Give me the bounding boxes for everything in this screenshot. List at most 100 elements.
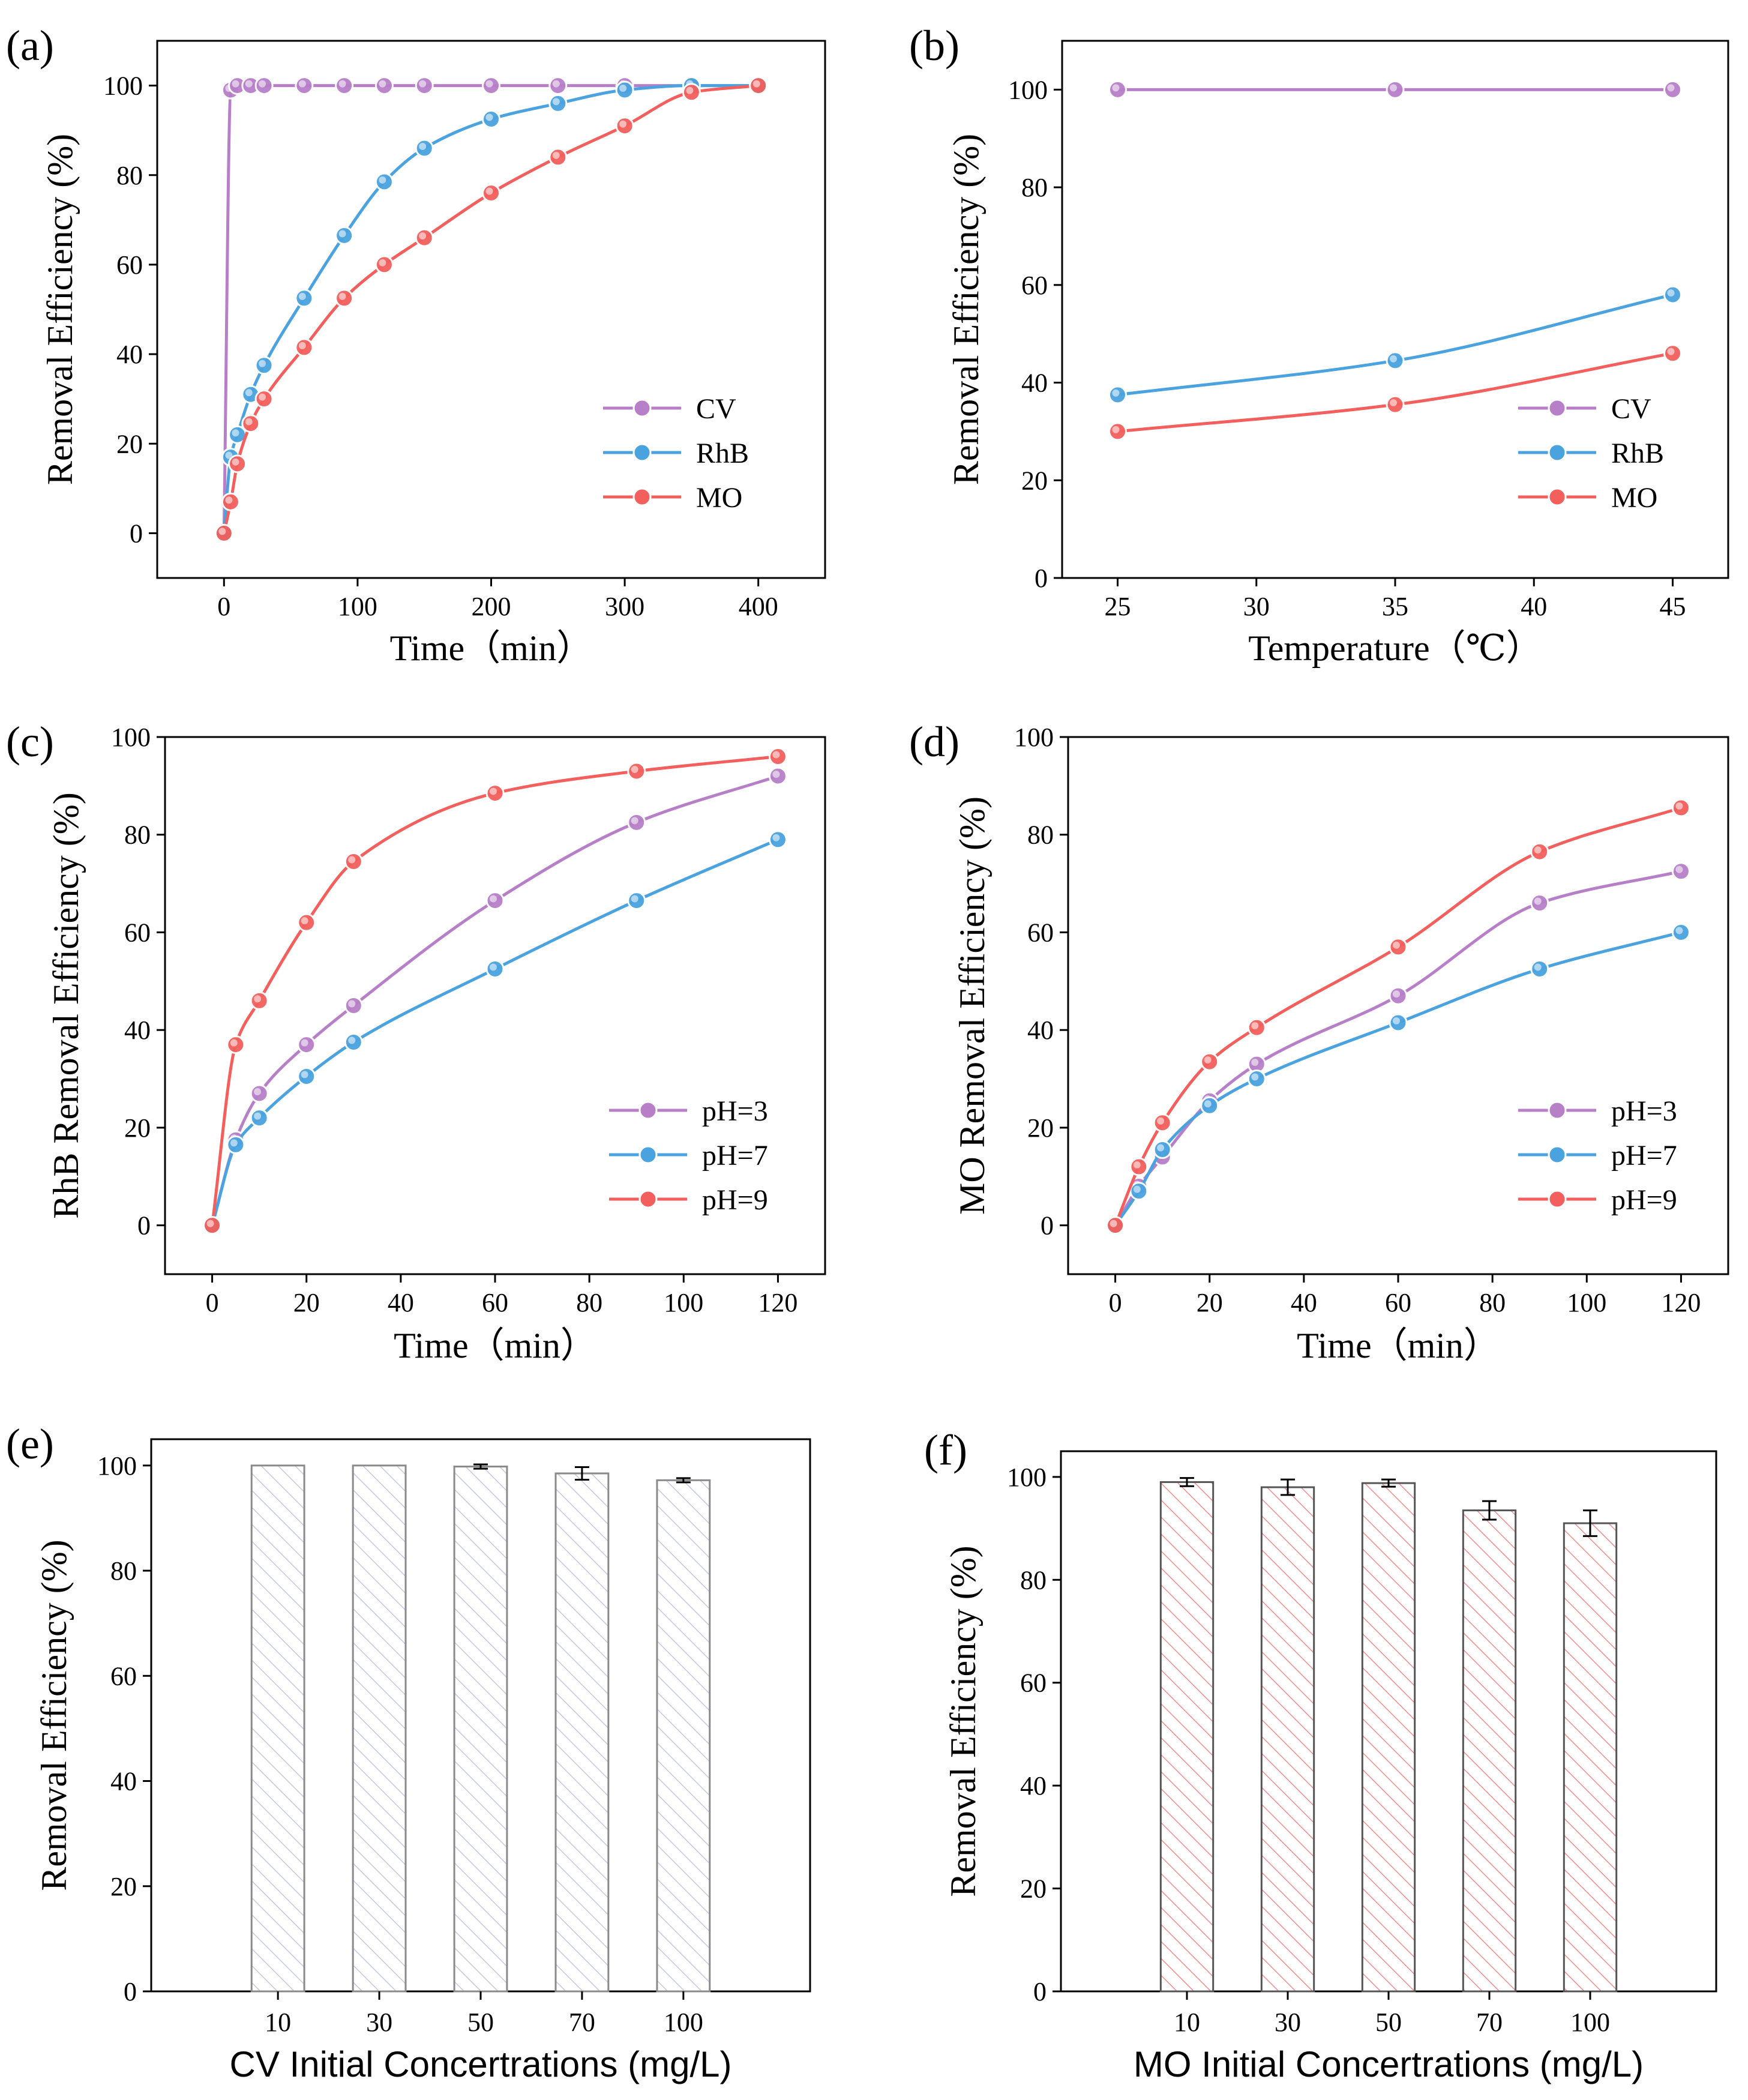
data-point-highlight xyxy=(631,817,638,825)
y-axis-title: Removal Efficiency (%) xyxy=(946,134,986,485)
panel-label: (d) xyxy=(909,718,960,766)
bar xyxy=(453,1466,508,1993)
x-tick-label: 35 xyxy=(1382,592,1408,621)
x-tick-label: 40 xyxy=(1521,592,1547,621)
data-point-highlight xyxy=(1251,1022,1259,1030)
legend-entry: pH=7 xyxy=(1611,1140,1677,1172)
x-tick-label: 300 xyxy=(605,592,644,621)
data-point-highlight xyxy=(485,113,493,121)
data-point-highlight xyxy=(1390,355,1397,363)
data-point-highlight xyxy=(686,86,694,94)
data-point-highlight xyxy=(338,230,346,238)
data-point-highlight xyxy=(259,393,266,401)
y-tick-label: 20 xyxy=(124,1113,151,1143)
y-tick-label: 0 xyxy=(1041,1211,1054,1241)
legend-marker xyxy=(638,1101,658,1120)
data-point-highlight xyxy=(1393,1017,1400,1024)
y-tick-label: 40 xyxy=(110,1767,137,1796)
y-tick-label: 80 xyxy=(1020,1565,1047,1595)
data-point-highlight xyxy=(1667,84,1675,92)
data-point-highlight xyxy=(245,80,253,88)
legend-marker xyxy=(632,399,652,418)
data-point-highlight xyxy=(485,187,493,195)
y-tick-label: 40 xyxy=(116,340,143,369)
x-tick-label: 120 xyxy=(758,1288,797,1317)
x-axis-title: Time（min） xyxy=(394,1326,596,1365)
data-point-highlight xyxy=(298,341,306,349)
legend-entry: pH=7 xyxy=(702,1140,768,1172)
data-point-highlight xyxy=(245,389,253,397)
data-point-highlight xyxy=(1133,1185,1141,1193)
data-point-highlight xyxy=(230,1039,238,1047)
data-point-highlight xyxy=(752,80,760,88)
x-tick-label: 40 xyxy=(1291,1288,1317,1317)
series-line xyxy=(222,84,758,534)
x-tick-label: 30 xyxy=(1275,2008,1301,2037)
x-tick-label: 10 xyxy=(265,2008,291,2037)
data-point-highlight xyxy=(1667,347,1675,355)
data-point-highlight xyxy=(1112,426,1120,433)
bar xyxy=(1159,1481,1215,1993)
data-point-highlight xyxy=(1110,1220,1117,1227)
x-tick-label: 25 xyxy=(1105,592,1131,621)
legend-marker xyxy=(638,1145,658,1164)
y-tick-label: 100 xyxy=(1014,723,1054,752)
series-line xyxy=(211,755,778,1226)
data-point-highlight xyxy=(298,80,306,88)
chart-panel-e: 0 20 40 60 80 100 10 30 50 70 100 (e) CV Initial Con… xyxy=(6,1420,811,2084)
x-tick-label: 200 xyxy=(472,592,511,621)
data-point-highlight xyxy=(485,80,493,88)
data-point-highlight xyxy=(1204,1056,1212,1064)
data-point-highlight xyxy=(1675,865,1683,873)
y-axis-title: Removal Efficiency (%) xyxy=(943,1545,983,1897)
x-tick-label: 100 xyxy=(1570,2008,1610,2037)
y-tick-label: 0 xyxy=(130,519,143,548)
x-axis-title: Time（min） xyxy=(390,628,593,668)
data-point-highlight xyxy=(1251,1073,1259,1081)
x-tick-label: 100 xyxy=(664,2008,703,2037)
y-tick-label: 60 xyxy=(124,918,151,947)
y-tick-label: 20 xyxy=(1021,466,1048,495)
data-point-highlight xyxy=(772,751,780,759)
data-point-highlight xyxy=(490,895,497,903)
x-tick-label: 60 xyxy=(1385,1288,1411,1317)
x-tick-label: 70 xyxy=(1476,2008,1503,2037)
bar xyxy=(1361,1482,1416,1993)
data-point-highlight xyxy=(301,1039,308,1047)
data-point-highlight xyxy=(619,85,627,92)
data-point-highlight xyxy=(348,1000,356,1008)
data-point-highlight xyxy=(225,496,233,504)
chart-panel-d: 0 20 40 60 80 100 0 20 40 60 80 100 120 (d) Time（min） M… xyxy=(909,718,1729,1365)
panel-label: (c) xyxy=(6,718,54,766)
data-point-highlight xyxy=(1534,846,1542,854)
bar xyxy=(1462,1509,1517,1993)
bar xyxy=(554,1472,610,1993)
y-tick-label: 100 xyxy=(103,71,143,101)
data-point-highlight xyxy=(225,451,233,459)
data-point-highlight xyxy=(772,771,780,778)
bar xyxy=(250,1464,305,1993)
x-tick-label: 100 xyxy=(664,1288,703,1317)
y-tick-label: 20 xyxy=(110,1872,137,1901)
legend-marker xyxy=(1548,443,1567,462)
data-point-highlight xyxy=(301,917,308,925)
data-point-highlight xyxy=(379,176,386,184)
data-point-highlight xyxy=(206,1220,214,1227)
legend-marker xyxy=(632,487,652,507)
y-tick-label: 100 xyxy=(111,723,151,752)
data-point-highlight xyxy=(552,80,560,88)
x-tick-label: 20 xyxy=(1197,1288,1223,1317)
data-point-highlight xyxy=(338,80,346,88)
data-point-highlight xyxy=(772,834,780,841)
y-tick-label: 0 xyxy=(1035,564,1048,593)
data-point-highlight xyxy=(1534,897,1542,905)
data-point-highlight xyxy=(619,120,627,128)
data-point-highlight xyxy=(419,80,427,88)
y-tick-label: 100 xyxy=(1008,75,1048,104)
x-axis-title: MO Initial Concertrations (mg/L) xyxy=(1134,2044,1644,2084)
data-point-highlight xyxy=(1251,1059,1259,1067)
y-tick-label: 80 xyxy=(1027,820,1054,850)
bar xyxy=(1563,1522,1618,1993)
x-tick-label: 50 xyxy=(1375,2008,1402,2037)
